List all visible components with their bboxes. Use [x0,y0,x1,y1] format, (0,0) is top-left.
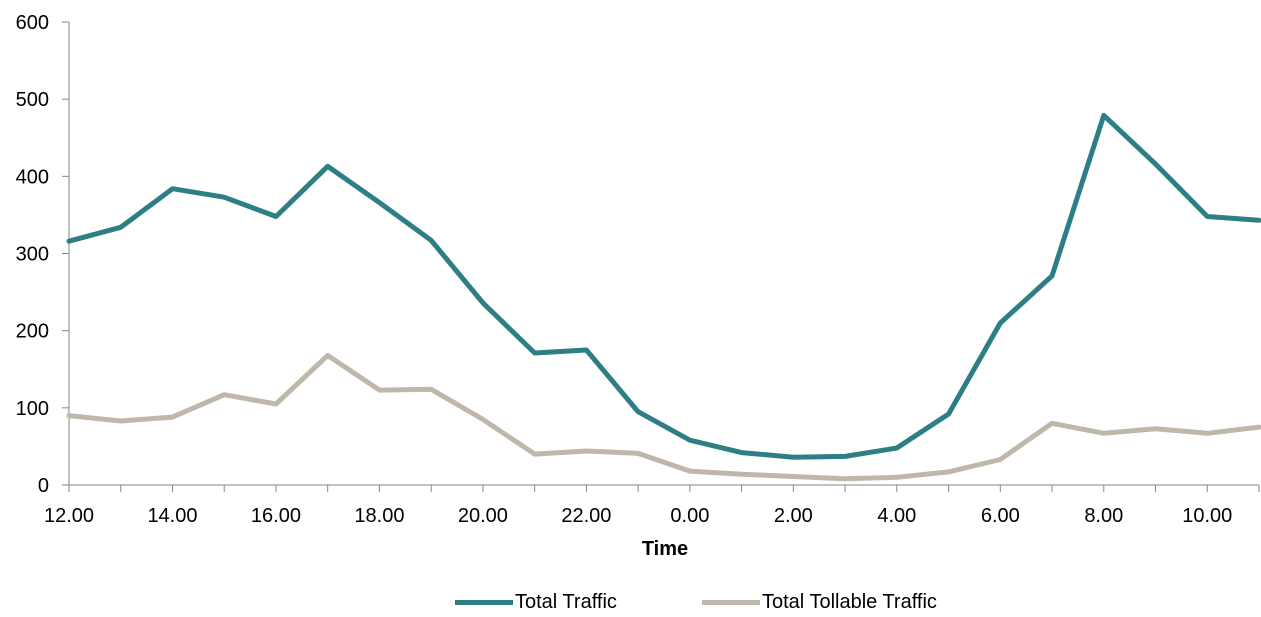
x-tick-label: 16.00 [251,505,301,527]
y-tick-label: 0 [38,475,49,497]
x-tick-label: 14.00 [147,505,197,527]
y-tick-label: 100 [16,398,49,420]
x-tick-label: 2.00 [774,505,813,527]
series-line-total-traffic [66,112,1261,460]
legend-swatch-total-traffic [455,599,513,605]
x-tick-label: 4.00 [877,505,916,527]
x-tick-label: 20.00 [458,505,508,527]
y-axis: 0 100 200 300 400 500 600 [16,12,70,497]
x-tick-label: 8.00 [1084,505,1123,527]
series-layer [66,112,1261,482]
y-tick-label: 500 [16,89,49,111]
x-tick-label: 22.00 [561,505,611,527]
x-tick-label: 12.00 [44,505,94,527]
line-chart: 0 100 200 300 400 500 600 12.00 14.00 16.00 18.00… [16,12,1261,560]
legend-item-total-traffic: Total Traffic [455,587,617,617]
x-tick-label: 0.00 [670,505,709,527]
x-tick-label: 10.00 [1182,505,1232,527]
x-tick-label: 18.00 [354,505,404,527]
legend-item-total-tollable-traffic: Total Tollable Traffic [702,587,937,617]
x-tick-label: 6.00 [981,505,1020,527]
x-axis: 12.00 14.00 16.00 18.00 20.00 22.00 0.00 2.00 4.… [44,484,1260,527]
y-tick-label: 400 [16,166,49,188]
series-line-total-tollable-traffic [66,352,1261,482]
y-tick-label: 600 [16,12,49,34]
y-tick-label: 200 [16,321,49,343]
legend-label-total-traffic: Total Traffic [515,590,617,613]
legend-swatch-total-tollable-traffic [702,599,760,605]
x-axis-title: Time [642,538,688,560]
y-tick-label: 300 [16,244,49,266]
legend: Total Traffic Total Tollable Traffic [0,587,1261,617]
legend-label-total-tollable-traffic: Total Tollable Traffic [762,590,937,613]
